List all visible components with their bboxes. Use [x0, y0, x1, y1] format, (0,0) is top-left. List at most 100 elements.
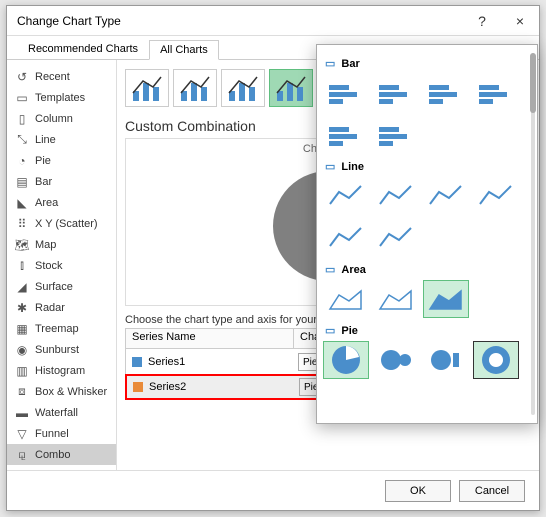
sidebar-item-label: Waterfall: [35, 407, 78, 419]
bar-variant-4[interactable]: [323, 116, 369, 154]
sidebar-item-label: Stock: [35, 260, 63, 272]
bar-variant-3[interactable]: [473, 74, 519, 112]
tab-all-charts[interactable]: All Charts: [149, 40, 219, 60]
group-label: Bar: [341, 58, 359, 70]
combo-subtype-3[interactable]: [269, 69, 313, 107]
sidebar-item-line[interactable]: ⤡ Line: [7, 129, 116, 150]
sidebar-item-label: Line: [35, 134, 56, 146]
dialog-footer: OK Cancel: [7, 470, 539, 510]
sidebar-item-surface[interactable]: ◢Surface: [7, 276, 116, 297]
group-icon: ▭: [325, 160, 335, 173]
category-icon: ⚼: [15, 448, 29, 462]
sidebar-item-funnel[interactable]: ▽Funnel: [7, 423, 116, 444]
sidebar-item-histogram[interactable]: ▥Histogram: [7, 360, 116, 381]
category-icon: ◣: [15, 196, 29, 210]
category-icon: ⤡: [15, 133, 29, 147]
line-variant-2[interactable]: [423, 177, 469, 215]
popover-scrollbar-thumb[interactable]: [530, 53, 536, 113]
sidebar-item-box-whisker[interactable]: ⧈ Box & Whisker: [7, 381, 116, 402]
series-color-swatch: [133, 382, 143, 392]
combo-subtype-0[interactable]: [125, 69, 169, 107]
category-icon: ⧈: [15, 385, 29, 399]
ok-button[interactable]: OK: [385, 480, 451, 502]
sidebar-item-recent[interactable]: ↺ Recent: [7, 66, 116, 87]
cancel-button[interactable]: Cancel: [459, 480, 525, 502]
sidebar-item-bar[interactable]: ▤Bar: [7, 171, 116, 192]
sidebar-item-label: Treemap: [35, 323, 79, 335]
popover-grid-pie: [323, 341, 531, 379]
bar-variant-2[interactable]: [423, 74, 469, 112]
sidebar-item-label: Area: [35, 197, 58, 209]
series-name: Series1: [148, 356, 298, 368]
sidebar-item-pie[interactable]: ◔ Pie: [7, 150, 116, 171]
popover-grid-bar: [323, 74, 531, 154]
category-icon: ◔: [15, 154, 29, 168]
sidebar-item-x-y-scatter-[interactable]: ⠿X Y (Scatter): [7, 213, 116, 234]
category-icon: ↺: [15, 70, 29, 84]
group-icon: ▭: [325, 57, 335, 70]
sidebar-item-stock[interactable]: ⫾ Stock: [7, 255, 116, 276]
area-variant-0[interactable]: [323, 280, 369, 318]
sidebar-item-radar[interactable]: ✱ Radar: [7, 297, 116, 318]
pie-variant-0[interactable]: [323, 341, 369, 379]
header-series-name: Series Name: [126, 329, 294, 348]
sidebar-item-label: Sunburst: [35, 344, 79, 356]
sidebar-item-treemap[interactable]: ▦ Treemap: [7, 318, 116, 339]
popover-group-line: ▭ Line: [325, 160, 531, 173]
series-color-swatch: [132, 357, 142, 367]
sidebar-item-sunburst[interactable]: ◉ Sunburst: [7, 339, 116, 360]
popover-group-area: ▭ Area: [325, 263, 531, 276]
tab-recommended[interactable]: Recommended Charts: [17, 39, 149, 59]
sidebar-item-area[interactable]: ◣ Area: [7, 192, 116, 213]
sidebar-item-label: Recent: [35, 71, 70, 83]
category-icon: ▦: [15, 322, 29, 336]
line-variant-0[interactable]: [323, 177, 369, 215]
sidebar-item-combo[interactable]: ⚼ Combo: [7, 444, 116, 465]
area-variant-1[interactable]: [373, 280, 419, 318]
group-label: Pie: [341, 325, 358, 337]
popover-grid-line: [323, 177, 531, 257]
sidebar-item-label: Histogram: [35, 365, 85, 377]
sidebar-item-waterfall[interactable]: ▬ Waterfall: [7, 402, 116, 423]
group-label: Area: [341, 264, 365, 276]
line-variant-3[interactable]: [473, 177, 519, 215]
line-variant-4[interactable]: [323, 219, 369, 257]
sidebar-item-templates[interactable]: ▭Templates: [7, 87, 116, 108]
popover-group-bar: ▭ Bar: [325, 57, 531, 70]
chart-category-sidebar: ↺ Recent ▭Templates▯Column ⤡ Line ◔ Pie ▤Bar ◣ Ar…: [7, 60, 117, 470]
sidebar-item-label: Templates: [35, 92, 85, 104]
category-icon: ⫾: [15, 259, 29, 273]
sidebar-item-label: Surface: [35, 281, 73, 293]
sidebar-item-label: Combo: [35, 449, 70, 461]
line-variant-5[interactable]: [373, 219, 419, 257]
group-icon: ▭: [325, 324, 335, 337]
category-icon: ✱: [15, 301, 29, 315]
combo-subtype-2[interactable]: [221, 69, 265, 107]
bar-variant-1[interactable]: [373, 74, 419, 112]
group-icon: ▭: [325, 263, 335, 276]
sidebar-item-label: Box & Whisker: [35, 386, 107, 398]
combo-subtype-1[interactable]: [173, 69, 217, 107]
chart-type-popover: ▭ Bar ▭ Line ▭ Area ▭ Pie: [316, 44, 538, 424]
sidebar-item-label: Pie: [35, 155, 51, 167]
sidebar-item-label: Map: [35, 239, 56, 251]
sidebar-item-map[interactable]: 🗺Map: [7, 234, 116, 255]
sidebar-item-label: Funnel: [35, 428, 69, 440]
line-variant-1[interactable]: [373, 177, 419, 215]
group-label: Line: [341, 161, 364, 173]
category-icon: ▬: [15, 406, 29, 420]
bar-variant-5[interactable]: [373, 116, 419, 154]
sidebar-item-label: Radar: [35, 302, 65, 314]
dialog-title: Change Chart Type: [17, 14, 463, 28]
category-icon: ◉: [15, 343, 29, 357]
area-variant-2[interactable]: [423, 280, 469, 318]
pie-variant-1[interactable]: [373, 341, 419, 379]
bar-variant-0[interactable]: [323, 74, 369, 112]
pie-variant-3[interactable]: [473, 341, 519, 379]
close-button[interactable]: ×: [501, 6, 539, 36]
popover-group-pie: ▭ Pie: [325, 324, 531, 337]
series-name: Series2: [149, 381, 299, 393]
help-button[interactable]: ?: [463, 6, 501, 36]
pie-variant-2[interactable]: [423, 341, 469, 379]
sidebar-item-column[interactable]: ▯Column: [7, 108, 116, 129]
